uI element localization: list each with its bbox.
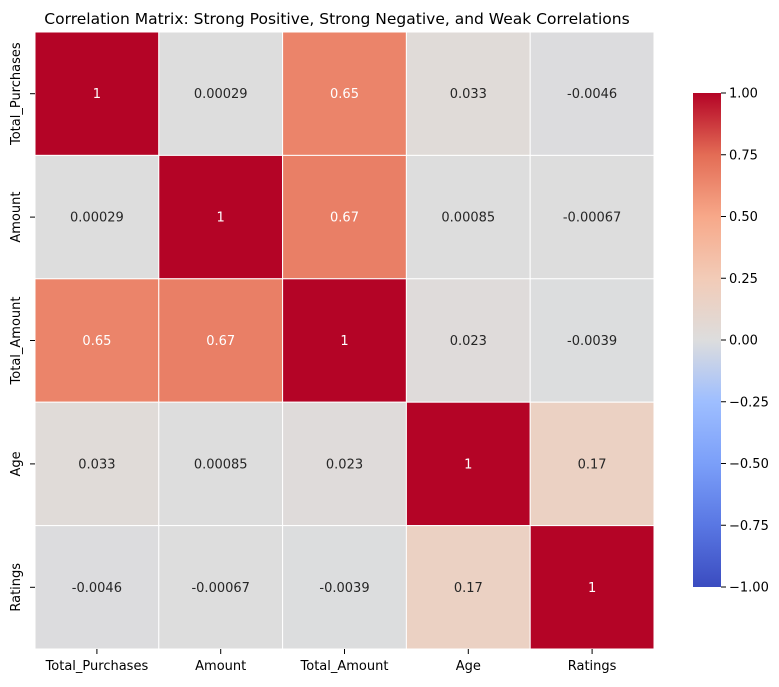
heatmap-cell bbox=[405, 278, 531, 403]
colorbar-ticks: 1.00 0.75 0.50 0.25 0.00 −0.25 −0.50 −0.75 −1.00 bbox=[721, 87, 769, 596]
colorbar-tick-label: 0.00 bbox=[729, 334, 758, 349]
heatmap-cell-label: 1 bbox=[217, 211, 225, 226]
colorbar-tick-label: −0.75 bbox=[729, 519, 769, 534]
y-tick-label: Amount bbox=[9, 192, 24, 243]
colorbar-tick-label: −0.25 bbox=[729, 395, 769, 410]
x-axis-ticks: Total_Purchases Amount Total_Amount Age Rati… bbox=[45, 649, 617, 674]
heatmap-cell bbox=[282, 401, 407, 527]
y-tick-label: Age bbox=[9, 451, 24, 476]
colorbar-tick-label: 0.25 bbox=[729, 272, 758, 287]
heatmap-cell bbox=[529, 401, 655, 527]
heatmap-cell-label: 0.00029 bbox=[70, 211, 124, 226]
colorbar-tick-label: 0.50 bbox=[729, 210, 758, 225]
heatmap-cell-label: -0.00067 bbox=[563, 211, 621, 226]
heatmap-cell bbox=[34, 154, 160, 280]
heatmap-cell bbox=[34, 525, 160, 650]
heatmap-cell bbox=[158, 525, 284, 650]
heatmap-cell bbox=[282, 525, 407, 650]
heatmap-cell bbox=[282, 154, 407, 280]
colorbar-tick-label: 0.75 bbox=[729, 148, 758, 163]
heatmap-cell-label: 0.00029 bbox=[194, 87, 248, 102]
heatmap-cell-label: 0.033 bbox=[450, 87, 487, 102]
x-tick-label: Total_Amount bbox=[300, 659, 389, 674]
x-tick-label: Total_Purchases bbox=[45, 659, 149, 674]
heatmap-cell-label: -0.00067 bbox=[191, 581, 249, 596]
heatmap-cell-label: 1 bbox=[464, 457, 472, 472]
heatmap-cell-label: 0.00085 bbox=[441, 211, 495, 226]
heatmap-cell-label: 0.67 bbox=[206, 334, 235, 349]
x-tick-label: Ratings bbox=[568, 659, 617, 674]
chart-title: Correlation Matrix: Strong Positive, Str… bbox=[44, 10, 629, 28]
heatmap-cell-label: 0.67 bbox=[330, 211, 359, 226]
heatmap-cell bbox=[282, 31, 407, 156]
y-tick-label: Total_Amount bbox=[9, 297, 24, 386]
heatmap-cell bbox=[405, 401, 531, 527]
heatmap-cell-label: 0.17 bbox=[578, 457, 607, 472]
colorbar-tick-label: 1.00 bbox=[729, 87, 758, 102]
heatmap-cell-label: 1 bbox=[93, 87, 101, 102]
heatmap-cell-label: 0.00085 bbox=[194, 457, 248, 472]
colorbar-tick-label: −1.00 bbox=[729, 581, 769, 596]
heatmap-cell bbox=[158, 278, 284, 403]
heatmap-cell-label: 0.023 bbox=[326, 457, 363, 472]
heatmap-cell-label: 1 bbox=[340, 334, 348, 349]
heatmap-cell bbox=[282, 278, 407, 403]
heatmap-cell-label: 0.033 bbox=[78, 457, 115, 472]
colorbar bbox=[693, 93, 721, 587]
heatmap-cell bbox=[34, 31, 160, 156]
heatmap-cell bbox=[158, 401, 284, 527]
heatmap-cell-label: -0.0046 bbox=[567, 87, 617, 102]
colorbar-gradient bbox=[693, 93, 721, 587]
heatmap-cell bbox=[158, 31, 284, 156]
heatmap-cells bbox=[34, 31, 655, 650]
heatmap-cell-label: 0.65 bbox=[82, 334, 111, 349]
heatmap-cell-labels: 1 0.00029 0.65 0.033 -0.0046 0.00029 1 0.67 0.00… bbox=[70, 87, 621, 596]
heatmap-cell-label: -0.0046 bbox=[72, 581, 122, 596]
heatmap-cell bbox=[405, 31, 531, 156]
heatmap-cell bbox=[529, 525, 655, 650]
x-tick-label: Amount bbox=[195, 659, 246, 674]
heatmap-cell-label: -0.0039 bbox=[567, 334, 617, 349]
colorbar-tick-label: −0.50 bbox=[729, 457, 769, 472]
y-axis-ticks: Total_Purchases Amount Total_Amount Age Rati… bbox=[9, 42, 35, 612]
x-tick-label: Age bbox=[456, 659, 481, 674]
heatmap-cell-label: 0.023 bbox=[450, 334, 487, 349]
heatmap-cell-label: -0.0039 bbox=[319, 581, 369, 596]
y-tick-label: Ratings bbox=[9, 563, 24, 612]
heatmap-cell bbox=[529, 31, 655, 156]
heatmap-cell bbox=[529, 278, 655, 403]
heatmap-cell-label: 0.17 bbox=[454, 581, 483, 596]
heatmap-cell-label: 1 bbox=[588, 581, 596, 596]
heatmap-cell-label: 0.65 bbox=[330, 87, 359, 102]
heatmap-cell bbox=[529, 154, 655, 280]
y-tick-label: Total_Purchases bbox=[9, 42, 24, 146]
